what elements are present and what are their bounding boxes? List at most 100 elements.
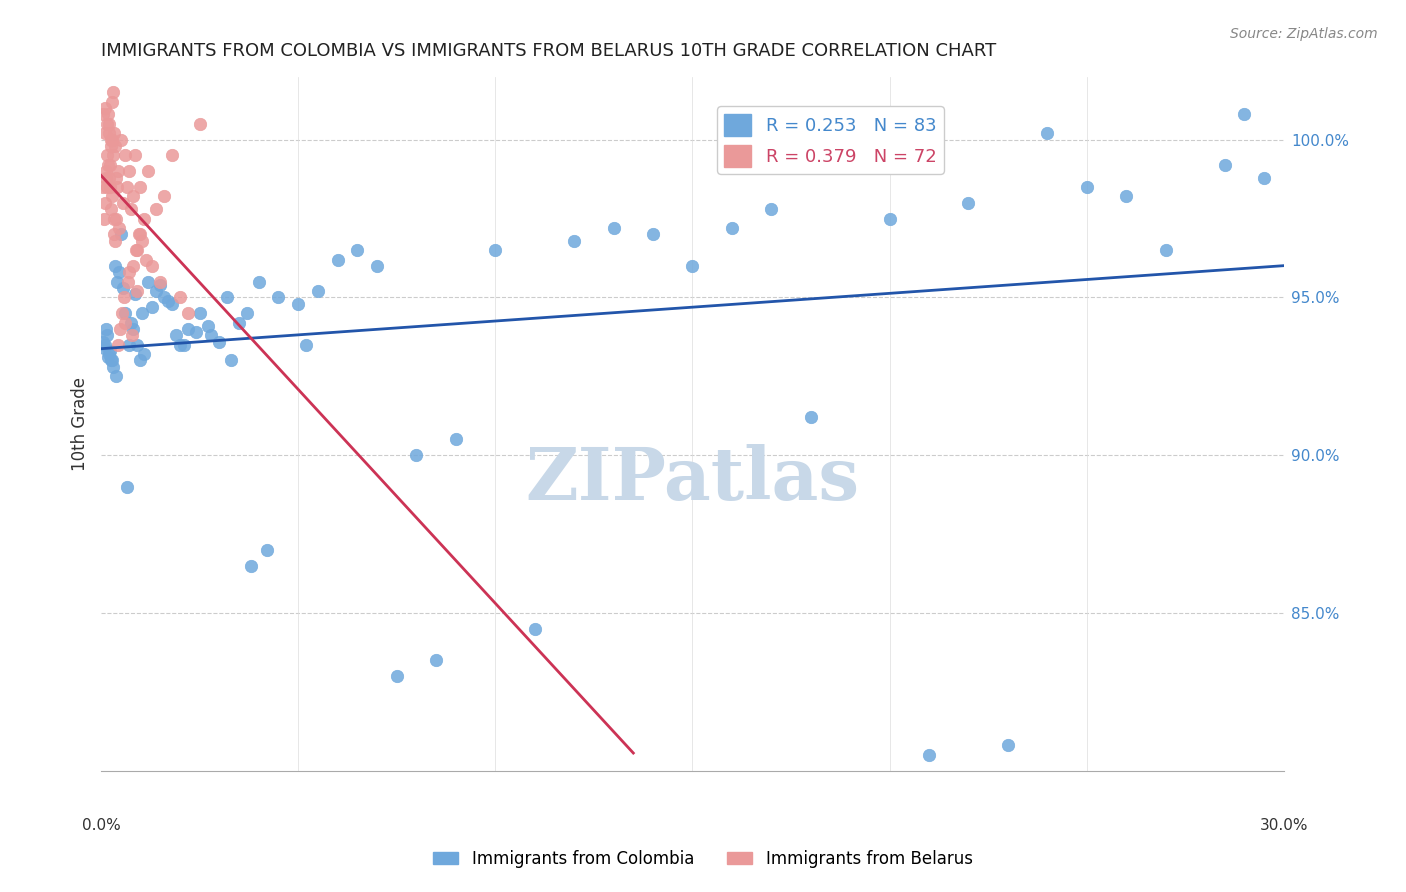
Legend: R = 0.253   N = 83, R = 0.379   N = 72: R = 0.253 N = 83, R = 0.379 N = 72 — [717, 106, 943, 174]
Point — [169, 337, 191, 351]
Point — [101, 353, 124, 368]
Point — [107, 164, 129, 178]
Point — [96, 117, 118, 131]
Point — [107, 221, 129, 235]
Point — [957, 195, 980, 210]
Point — [188, 306, 211, 320]
Point — [100, 133, 122, 147]
Point — [307, 284, 329, 298]
Point — [188, 117, 211, 131]
Point — [124, 148, 146, 162]
Text: 30.0%: 30.0% — [1260, 818, 1308, 833]
Point — [145, 284, 167, 298]
Point — [135, 252, 157, 267]
Point — [217, 290, 239, 304]
Point — [97, 158, 120, 172]
Legend: Immigrants from Colombia, Immigrants from Belarus: Immigrants from Colombia, Immigrants fro… — [426, 844, 980, 875]
Point — [103, 86, 125, 100]
Point — [125, 337, 148, 351]
Point — [93, 211, 115, 226]
Point — [177, 306, 200, 320]
Point — [110, 227, 132, 242]
Point — [107, 265, 129, 279]
Point — [120, 202, 142, 216]
Point — [97, 347, 120, 361]
Point — [114, 306, 136, 320]
Point — [127, 284, 149, 298]
Point — [129, 353, 152, 368]
Point — [115, 480, 138, 494]
Point — [121, 322, 143, 336]
Text: IMMIGRANTS FROM COLOMBIA VS IMMIGRANTS FROM BELARUS 10TH GRADE CORRELATION CHART: IMMIGRANTS FROM COLOMBIA VS IMMIGRANTS F… — [101, 42, 997, 60]
Point — [177, 322, 200, 336]
Point — [111, 281, 134, 295]
Point — [602, 221, 624, 235]
Point — [128, 227, 150, 242]
Point — [1213, 158, 1236, 172]
Point — [94, 195, 117, 210]
Point — [117, 337, 139, 351]
Point — [1036, 127, 1059, 141]
Point — [256, 542, 278, 557]
Point — [93, 107, 115, 121]
Point — [129, 180, 152, 194]
Point — [145, 202, 167, 216]
Point — [169, 290, 191, 304]
Point — [208, 334, 231, 349]
Point — [108, 322, 131, 336]
Point — [96, 328, 118, 343]
Point — [138, 275, 160, 289]
Point — [444, 433, 467, 447]
Point — [105, 180, 128, 194]
Point — [125, 243, 148, 257]
Point — [153, 290, 176, 304]
Point — [120, 316, 142, 330]
Point — [1154, 243, 1177, 257]
Point — [118, 265, 141, 279]
Point — [97, 351, 120, 365]
Point — [91, 334, 114, 349]
Point — [295, 337, 318, 351]
Point — [100, 353, 122, 368]
Point — [93, 101, 115, 115]
Point — [97, 107, 120, 121]
Point — [97, 127, 120, 141]
Point — [641, 227, 664, 242]
Point — [405, 448, 427, 462]
Point — [160, 148, 183, 162]
Point — [184, 325, 207, 339]
Point — [125, 243, 148, 257]
Point — [94, 322, 117, 336]
Text: ZIPatlas: ZIPatlas — [526, 443, 859, 515]
Point — [228, 316, 250, 330]
Point — [800, 410, 823, 425]
Point — [96, 148, 118, 162]
Point — [128, 227, 150, 242]
Point — [165, 328, 187, 343]
Point — [103, 211, 125, 226]
Point — [326, 252, 349, 267]
Point — [110, 306, 132, 320]
Point — [122, 259, 145, 273]
Point — [523, 622, 546, 636]
Point — [114, 148, 136, 162]
Point — [110, 133, 132, 147]
Point — [287, 296, 309, 310]
Point — [98, 180, 121, 194]
Point — [141, 300, 163, 314]
Point — [94, 337, 117, 351]
Point — [839, 148, 862, 162]
Point — [134, 347, 156, 361]
Point — [96, 170, 118, 185]
Point — [104, 170, 127, 185]
Point — [100, 133, 122, 147]
Point — [121, 328, 143, 343]
Point — [105, 211, 128, 226]
Point — [562, 234, 585, 248]
Point — [94, 127, 117, 141]
Point — [157, 293, 180, 308]
Point — [918, 747, 941, 762]
Text: Source: ZipAtlas.com: Source: ZipAtlas.com — [1230, 27, 1378, 41]
Point — [104, 139, 127, 153]
Point — [1233, 107, 1256, 121]
